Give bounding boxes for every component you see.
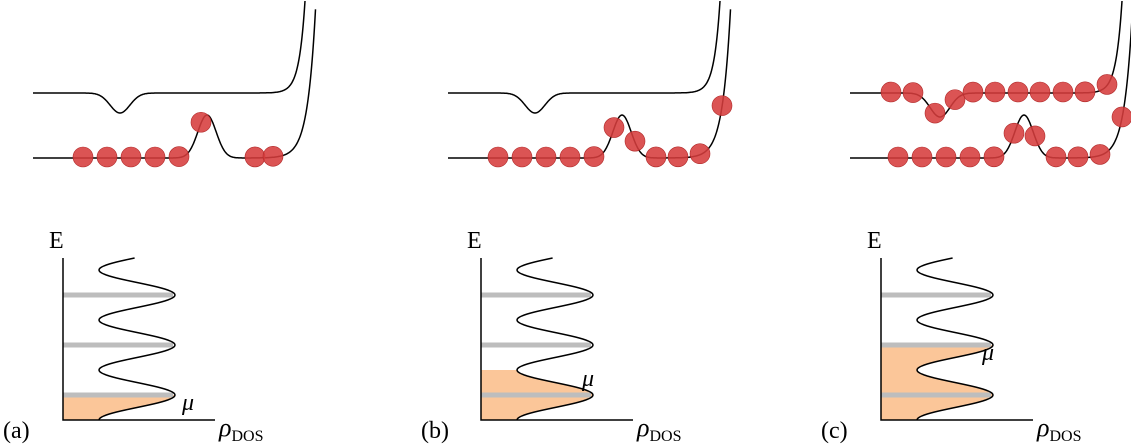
filled-states xyxy=(63,395,175,420)
lower-potential xyxy=(448,9,732,159)
particle xyxy=(190,111,212,133)
dos-curve xyxy=(516,257,594,421)
dos-curve xyxy=(916,257,994,421)
particle xyxy=(1024,125,1046,147)
dos-label: ρDOS xyxy=(1036,413,1082,445)
particle xyxy=(1045,146,1067,168)
lower-potential xyxy=(33,9,317,159)
mu-label: μ xyxy=(181,390,194,416)
particle xyxy=(711,95,733,116)
particle xyxy=(559,146,581,168)
particle xyxy=(1007,81,1029,103)
dos-label: ρDOS xyxy=(636,413,682,445)
panel-label: (c) xyxy=(821,418,848,444)
particle xyxy=(1089,144,1111,165)
particle xyxy=(168,146,190,167)
dos-symbol: ρ xyxy=(218,413,231,442)
mu-label: μ xyxy=(581,366,594,392)
particle xyxy=(487,146,509,168)
particle xyxy=(944,89,966,110)
dos-symbol: ρ xyxy=(1036,413,1049,442)
particle xyxy=(624,130,646,152)
particle xyxy=(583,146,605,167)
particle xyxy=(120,146,142,168)
mu-label: μ xyxy=(981,340,994,366)
particle xyxy=(924,102,946,124)
particle xyxy=(1029,81,1051,103)
particle xyxy=(244,146,266,168)
particle xyxy=(1096,74,1118,95)
particle xyxy=(984,81,1006,103)
particle xyxy=(983,146,1005,168)
particle xyxy=(1003,122,1025,144)
particle xyxy=(959,146,981,168)
dos-curve xyxy=(98,257,176,421)
filled-states xyxy=(881,345,993,420)
particle xyxy=(935,146,957,168)
dos-label: ρDOS xyxy=(218,413,264,445)
particle xyxy=(72,146,94,168)
upper-potential xyxy=(448,0,721,114)
particle xyxy=(1052,81,1074,103)
upper-potential xyxy=(33,0,306,114)
particle xyxy=(1074,81,1096,103)
panel-label: (a) xyxy=(3,418,30,444)
axes xyxy=(62,258,215,421)
particle xyxy=(603,117,625,138)
dos-subscript: DOS xyxy=(1049,428,1081,445)
particle xyxy=(645,146,667,168)
particle xyxy=(887,146,909,168)
particle xyxy=(144,146,166,168)
dos-symbol: ρ xyxy=(636,413,649,442)
particle xyxy=(511,146,533,168)
particle xyxy=(535,146,557,168)
energy-label: E xyxy=(467,228,482,254)
particle xyxy=(667,146,689,168)
particle xyxy=(902,82,924,103)
axes xyxy=(880,258,1033,421)
particle xyxy=(689,143,711,165)
energy-label: E xyxy=(49,228,64,254)
particle xyxy=(96,146,118,168)
particle xyxy=(262,145,284,167)
particle xyxy=(911,146,933,168)
particle xyxy=(1111,106,1131,128)
particle xyxy=(962,81,984,103)
energy-label: E xyxy=(867,228,882,254)
particle xyxy=(880,81,902,103)
particle xyxy=(1067,146,1089,168)
dos-subscript: DOS xyxy=(231,428,263,445)
axes xyxy=(480,258,633,421)
dos-subscript: DOS xyxy=(649,428,681,445)
panel-label: (b) xyxy=(421,418,449,444)
